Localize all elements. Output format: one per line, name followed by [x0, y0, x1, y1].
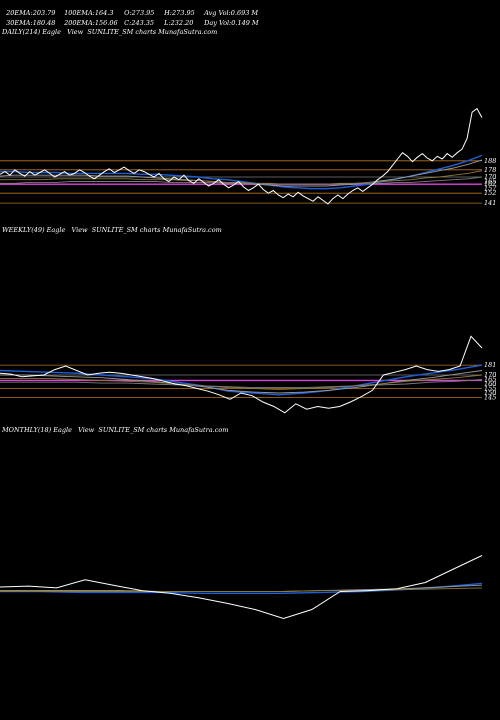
low-label: L: — [164, 19, 171, 27]
low-value: 232.20 — [170, 19, 194, 27]
monthly-price-line — [0, 555, 483, 620]
day-vol-value: 0.149 M — [231, 19, 259, 27]
high-value: 273.95 — [172, 9, 195, 17]
header-row-2c: C:243.35 — [120, 11, 154, 27]
weekly-tick-label: 155 — [484, 385, 496, 393]
daily-panel-label: DAILY(214) Eagle View SUNLITE_SM charts … — [2, 28, 218, 36]
ema100-value: 164.3 — [94, 9, 114, 17]
daily-tick-label: 157 — [484, 185, 497, 193]
avg-vol-value: 0.693 M — [230, 9, 259, 17]
open-label: O: — [124, 9, 132, 17]
daily-tick-label: 162 — [484, 180, 496, 188]
header-row-1: 20EMA:203.79 — [2, 1, 55, 17]
ema200-label: 200EMA: — [64, 19, 95, 27]
monthly-ema-line — [0, 587, 483, 592]
header-row-2: 30EMA:180.48 — [2, 11, 55, 27]
close-value: 243.35 — [131, 19, 155, 27]
daily-ema-line — [0, 176, 483, 185]
daily-tick-label: 170 — [484, 173, 496, 181]
weekly-ema-line — [0, 364, 483, 396]
ema30-label: 30EMA: — [6, 19, 33, 27]
avg-vol-label: Avg Vol: — [204, 9, 231, 17]
daily-ema-line — [0, 170, 483, 185]
header-row-1b: 100EMA:164.3 — [60, 1, 113, 17]
ema200-value: 156.06 — [94, 19, 118, 27]
daily-price-line — [0, 107, 483, 205]
header-row-2e: Day Vol:0.149 M — [200, 11, 259, 27]
ema20-value: 203.79 — [32, 9, 56, 17]
open-value: 273.95 — [131, 9, 155, 17]
weekly-ema-line — [0, 374, 483, 390]
daily-tick-label: 165 — [484, 178, 496, 186]
daily-tick-label: 141 — [484, 199, 496, 207]
day-vol-label: Day Vol: — [204, 19, 232, 27]
daily-tick-label: 178 — [484, 166, 496, 174]
header-row-2d: L:232.20 — [160, 11, 193, 27]
weekly-ema-line — [0, 379, 483, 389]
ema20-label: 20EMA: — [6, 9, 33, 17]
header-row-1c: O:273.95 — [120, 1, 154, 17]
weekly-tick-label: 150 — [484, 389, 496, 397]
weekly-tick-label: 165 — [484, 376, 496, 384]
daily-tick-label: 152 — [484, 189, 496, 197]
weekly-price-line — [0, 335, 483, 414]
daily-tick-label: 188 — [484, 157, 496, 165]
weekly-tick-label: 145 — [484, 394, 496, 402]
header-row-1e: Avg Vol:0.693 M — [200, 1, 258, 17]
ema100-label: 100EMA: — [64, 9, 95, 17]
weekly-ema-line — [0, 370, 483, 394]
weekly-tick-label: 160 — [484, 380, 496, 388]
header-row-1d: H:273.95 — [160, 1, 195, 17]
ema30-value: 180.48 — [32, 19, 56, 27]
monthly-panel-label: MONTHLY(18) Eagle View SUNLITE_SM charts… — [2, 426, 229, 434]
weekly-tick-label: 181 — [484, 361, 496, 369]
weekly-panel-label: WEEKLY(49) Eagle View SUNLITE_SM charts … — [2, 226, 222, 234]
weekly-tick-label: 170 — [484, 371, 496, 379]
header-row-2b: 200EMA:156.06 — [60, 11, 118, 27]
close-label: C: — [124, 19, 132, 27]
high-label: H: — [164, 9, 172, 17]
